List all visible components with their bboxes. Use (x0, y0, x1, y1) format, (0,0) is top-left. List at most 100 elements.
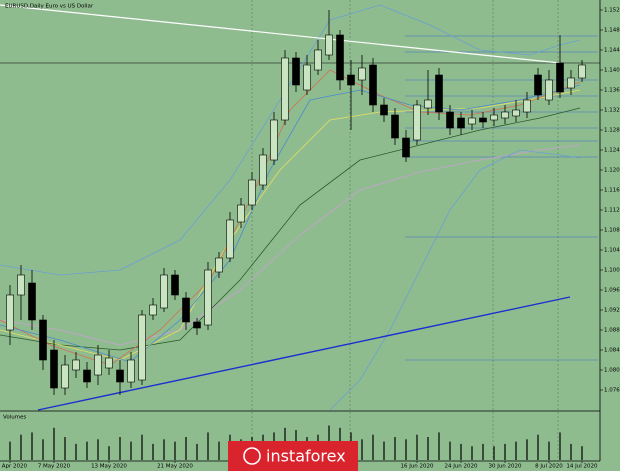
y-tick-label: 1.1120 (604, 208, 620, 214)
volume-bar (537, 434, 539, 460)
volume-bar (97, 439, 99, 460)
candle-body (248, 179, 256, 206)
volume-bar (449, 441, 451, 460)
candle-body (435, 74, 443, 113)
volume-bar (548, 441, 550, 460)
candle-body (545, 79, 553, 101)
candle-body (171, 274, 179, 296)
candle-body (446, 111, 454, 129)
volume-bar (119, 437, 121, 460)
candle-body (215, 257, 223, 273)
volume-bar (185, 437, 187, 460)
x-tick-label: 14 Jul 2020 (566, 464, 598, 470)
volume-bar (383, 441, 385, 460)
candle-body (468, 117, 476, 125)
volume-bar (460, 443, 462, 460)
candle-body (512, 109, 520, 117)
volume-bar (86, 441, 88, 460)
volume-bar (9, 441, 11, 460)
candle-body (314, 49, 322, 71)
volume-bar (64, 437, 66, 460)
candle-body (391, 114, 399, 139)
candle-body (105, 357, 113, 369)
candle-body (490, 114, 498, 121)
y-tick-label: 1.0840 (604, 348, 620, 354)
ma-mid (0, 107, 581, 351)
candle-body (380, 104, 388, 116)
volume-title: Volumes (3, 415, 26, 421)
volume-bar (141, 434, 143, 460)
candle-body (479, 117, 487, 123)
candle-body (259, 154, 267, 186)
candle-body (424, 99, 432, 109)
volume-bar (482, 443, 484, 460)
volume-bar (196, 443, 198, 460)
candle-body (138, 314, 146, 381)
candle-body (17, 274, 25, 296)
volume-bar (493, 446, 495, 460)
candle-body (358, 67, 366, 81)
candle-body (270, 119, 278, 161)
x-tick-label: 21 May 2020 (157, 464, 193, 470)
candle-body (94, 354, 102, 376)
x-tick-label: 16 Jun 2020 (400, 464, 434, 470)
candle-body (457, 117, 465, 129)
volume-bar (416, 434, 418, 460)
candle-body (127, 359, 135, 383)
candle-body (501, 111, 509, 119)
y-tick-label: 1.0880 (604, 328, 620, 334)
y-tick-label: 1.1280 (604, 128, 620, 134)
watermark-text: instaforex (266, 447, 346, 466)
volume-bar (570, 443, 572, 460)
candle-body (534, 74, 542, 96)
volume-bar (108, 446, 110, 460)
candle-body (6, 294, 14, 331)
candle-body (523, 99, 531, 113)
candle-body (39, 319, 47, 361)
ma-fast (0, 89, 581, 361)
candle-body (292, 57, 300, 86)
y-tick-label: 1.1200 (604, 168, 620, 174)
ma-slow (0, 144, 581, 346)
candle-body (325, 34, 333, 56)
y-tick-label: 1.0760 (604, 388, 620, 394)
band-lower (329, 149, 581, 411)
candle-body (303, 64, 311, 91)
trend-line (37, 296, 571, 411)
volume-bar (372, 434, 374, 460)
volume-bar (75, 443, 77, 460)
candle-body (149, 304, 157, 316)
y-tick-label: 1.1480 (604, 28, 620, 34)
watermark-box (228, 441, 358, 471)
watermark-icon (243, 447, 261, 465)
y-tick-label: 1.0800 (604, 368, 620, 374)
watermark: instaforex (228, 441, 358, 471)
candle-body (578, 64, 586, 79)
candle-body (61, 364, 69, 389)
volume-bar (515, 441, 517, 460)
volume-bar (559, 432, 561, 460)
y-tick-label: 1.1240 (604, 148, 620, 154)
volume-bar (163, 439, 165, 460)
chart-title: EURUSD,Daily Euro vs US Dollar (5, 4, 94, 10)
y-tick-label: 1.1160 (604, 188, 620, 194)
x-tick-label: 24 Jun 2020 (444, 464, 478, 470)
volume-bar (405, 439, 407, 460)
volume-bar (53, 427, 55, 460)
volume-bar (581, 446, 583, 460)
y-tick-label: 1.0960 (604, 288, 620, 294)
trend-line (0, 4, 561, 64)
candle-body (226, 219, 234, 259)
volume-bar (152, 443, 154, 460)
volume-bar (438, 432, 440, 460)
candle-body (204, 269, 212, 326)
candle-body (567, 77, 575, 89)
candle-body (182, 297, 190, 323)
volume-bar (361, 439, 363, 460)
y-tick-label: 1.1000 (604, 268, 620, 274)
volume-bar (427, 437, 429, 460)
x-tick-label: 30 Jun 2020 (488, 464, 522, 470)
volume-bar (20, 434, 22, 460)
